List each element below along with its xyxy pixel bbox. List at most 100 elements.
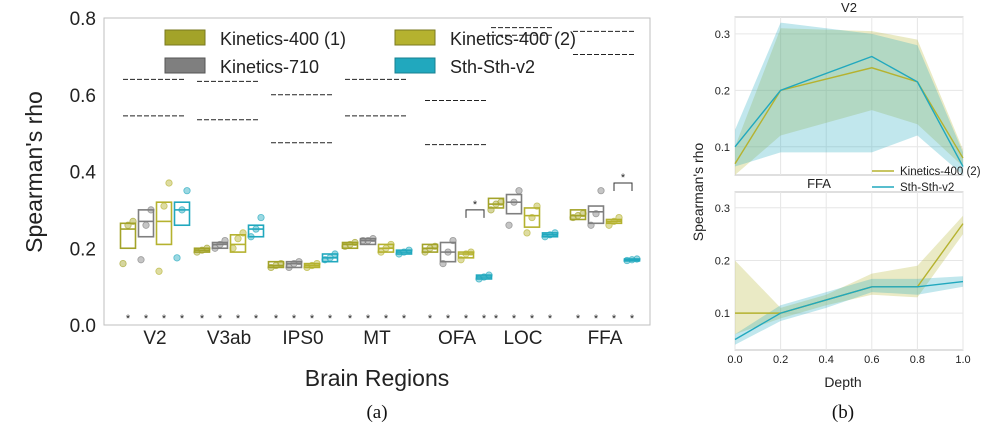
significance-star-mt: * — [384, 313, 389, 325]
legend-swatch-sth-sth-v2 — [394, 57, 436, 74]
significance-star-v2: * — [144, 313, 149, 325]
y-tick-label: 0.3 — [715, 203, 730, 215]
panel-b-ffa-title: FFA — [807, 176, 831, 191]
legend-label-sth-sth-v2: Sth-Sth-v2 — [450, 57, 535, 77]
significance-star-v3ab: * — [200, 313, 205, 325]
panel-b-y-label: Spearman's rho — [690, 143, 706, 242]
significance-star-mt: * — [402, 313, 407, 325]
legend-label-kinetics-400-1: Kinetics-400 (1) — [220, 29, 346, 49]
panel-a-x-label: Brain Regions — [305, 365, 449, 391]
significance-brackets: ** — [465, 172, 633, 218]
box-kinetics-400-2-ofa — [457, 251, 475, 259]
point-kinetics-710-ips0 — [295, 258, 303, 266]
x-tick-label: 0.4 — [819, 354, 834, 366]
point-kinetics-400-2-loc — [533, 202, 541, 210]
box-kinetics-400-1-v2 — [119, 222, 137, 250]
point-sth-sth-v2-v3ab — [247, 233, 255, 241]
line-sth-sth-v2 — [734, 55, 964, 167]
y-tick-label: 0.4 — [70, 163, 97, 184]
point-kinetics-400-2-mt — [377, 248, 385, 256]
point-sth-sth-v2-v2 — [183, 187, 191, 195]
band-sth-sth-v2 — [735, 22, 963, 176]
significance-star-loc: * — [530, 313, 535, 325]
significance-star-v3ab: * — [254, 313, 259, 325]
box-kinetics-710-ips0 — [285, 260, 303, 269]
panel-b-legend: Kinetics-400 (2) Sth-Sth-v2 — [872, 166, 981, 194]
panel-a-caption: (a) — [366, 402, 387, 423]
point-kinetics-400-2-v3ab — [239, 229, 247, 237]
point-kinetics-400-1-ofa — [421, 248, 429, 256]
point-kinetics-400-1-v2 — [129, 217, 137, 225]
point-kinetics-400-2-ffa — [610, 217, 618, 225]
point-sth-sth-v2-ffa — [633, 255, 641, 263]
significance-star-ffa: * — [630, 313, 635, 325]
legend-label-b-kinetics-400-2: Kinetics-400 (2) — [900, 166, 981, 178]
point-kinetics-400-1-ofa — [431, 242, 439, 250]
point-kinetics-710-mt — [359, 236, 367, 245]
point-kinetics-710-v3ab — [221, 236, 229, 245]
point-kinetics-400-1-v2 — [119, 259, 127, 268]
point-sth-sth-v2-v2 — [173, 254, 181, 262]
point-kinetics-400-2-loc — [528, 213, 536, 222]
legend-label-b-sth-sth-v2: Sth-Sth-v2 — [900, 182, 954, 194]
point-kinetics-710-loc — [515, 187, 523, 195]
point-kinetics-400-2-loc — [523, 229, 531, 237]
x-tick-label-ffa: FFA — [588, 328, 623, 349]
panel-b-v2-area-plot: 0.1 0.2 0.3 V2 — [715, 0, 964, 176]
significance-star-loc: * — [494, 313, 499, 325]
point-kinetics-400-1-v3ab — [203, 244, 211, 252]
x-tick-label-ips0: IPS0 — [282, 328, 323, 349]
panel-b-v2-lines — [734, 55, 964, 167]
point-kinetics-710-loc — [510, 198, 518, 206]
bracket-star-ofa: * — [473, 199, 478, 211]
significance-star-mt: * — [366, 313, 371, 325]
panel-b-ffa-bands — [735, 215, 963, 345]
x-tick-label: 0.2 — [773, 354, 788, 366]
point-kinetics-400-2-v3ab — [229, 244, 237, 252]
band-sth-sth-v2 — [735, 276, 963, 345]
box-kinetics-710-v3ab — [211, 241, 229, 250]
significance-star-mt: * — [348, 313, 353, 325]
panel-a-y-label: Spearman's rho — [21, 91, 47, 253]
point-kinetics-710-v2 — [147, 206, 155, 214]
point-kinetics-400-2-v2 — [160, 202, 168, 210]
significance-star-loc: * — [548, 313, 553, 325]
band-kinetics-400-2 — [735, 28, 963, 175]
point-sth-sth-v2-v3ab — [252, 225, 260, 233]
panel-a-x-ticks: V2 V3ab IPS0 MT OFA LOC FFA — [143, 328, 622, 349]
point-kinetics-400-2-ffa — [615, 213, 623, 222]
panel-b-v2-y-ticks: 0.1 0.2 0.3 — [715, 29, 730, 154]
y-tick-label: 0.3 — [715, 29, 730, 41]
significance-star-ofa: * — [446, 313, 451, 325]
point-kinetics-400-2-ffa — [605, 221, 613, 229]
x-tick-label-loc: LOC — [503, 328, 542, 349]
point-kinetics-710-mt — [369, 235, 377, 243]
point-kinetics-400-2-mt — [387, 240, 395, 249]
point-kinetics-400-2-v2 — [155, 267, 163, 275]
significance-star-v3ab: * — [236, 313, 241, 325]
y-tick-label: 0.8 — [70, 9, 96, 30]
point-kinetics-710-ffa — [597, 187, 605, 195]
panel-b-v2-title: V2 — [841, 0, 857, 15]
legend-label-kinetics-400-2: Kinetics-400 (2) — [450, 29, 576, 49]
point-kinetics-710-v2 — [137, 256, 145, 264]
box-kinetics-400-1-loc — [487, 197, 505, 209]
significance-star-ips0: * — [328, 313, 333, 325]
boxplot-groups — [119, 179, 641, 283]
point-kinetics-400-1-loc — [487, 206, 495, 214]
significance-star-ofa: * — [428, 313, 433, 325]
significance-star-ffa: * — [612, 313, 617, 325]
panel-b-ffa-y-ticks: 0.1 0.2 0.3 — [715, 203, 730, 320]
y-tick-label: 0.2 — [70, 239, 96, 260]
panel-b-ffa-x-ticks: 0.0 0.2 0.4 0.6 0.8 1.0 — [727, 354, 970, 366]
point-sth-sth-v2-v3ab — [257, 213, 265, 222]
point-kinetics-400-1-ips0 — [277, 259, 285, 268]
significance-star-ofa: * — [482, 313, 487, 325]
significance-star-ffa: * — [576, 313, 581, 325]
significance-star-ips0: * — [292, 313, 297, 325]
x-tick-label-ofa: OFA — [438, 328, 476, 349]
box-kinetics-710-loc — [505, 193, 523, 215]
x-tick-label-v3ab: V3ab — [207, 328, 251, 349]
point-kinetics-710-ffa — [592, 210, 600, 218]
